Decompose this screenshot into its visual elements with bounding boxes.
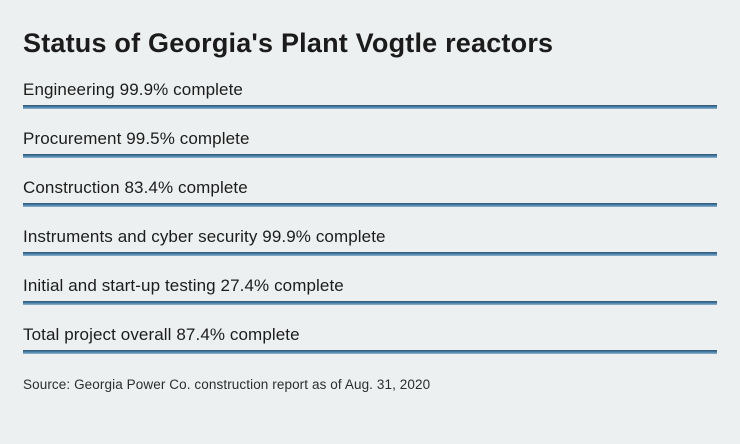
status-row-label: Procurement 99.5% complete: [23, 129, 250, 149]
status-row-label: Initial and start-up testing 27.4% compl…: [23, 276, 344, 296]
underline-rule: [23, 301, 717, 306]
status-row-construction: Construction 83.4% complete: [23, 158, 717, 208]
status-rows: Engineering 99.9% complete Procurement 9…: [23, 60, 717, 355]
status-row-engineering: Engineering 99.9% complete: [23, 60, 717, 110]
status-row-instruments: Instruments and cyber security 99.9% com…: [23, 207, 717, 257]
chart-root: Status of Georgia's Plant Vogtle reactor…: [0, 28, 740, 392]
chart-title: Status of Georgia's Plant Vogtle reactor…: [23, 28, 554, 58]
status-row-procurement: Procurement 99.5% complete: [23, 109, 717, 159]
underline-rule: [23, 350, 717, 355]
status-row-label: Instruments and cyber security 99.9% com…: [23, 227, 386, 247]
status-row-label: Total project overall 87.4% complete: [23, 325, 300, 345]
underline-rule: [23, 203, 717, 208]
status-row-label: Construction 83.4% complete: [23, 178, 248, 198]
status-row-label: Engineering 99.9% complete: [23, 80, 243, 100]
underline-rule: [23, 154, 717, 159]
status-row-total: Total project overall 87.4% complete: [23, 305, 717, 355]
status-row-testing: Initial and start-up testing 27.4% compl…: [23, 256, 717, 306]
underline-rule: [23, 105, 717, 110]
underline-rule: [23, 252, 717, 257]
source-attribution: Source: Georgia Power Co. construction r…: [23, 377, 431, 393]
